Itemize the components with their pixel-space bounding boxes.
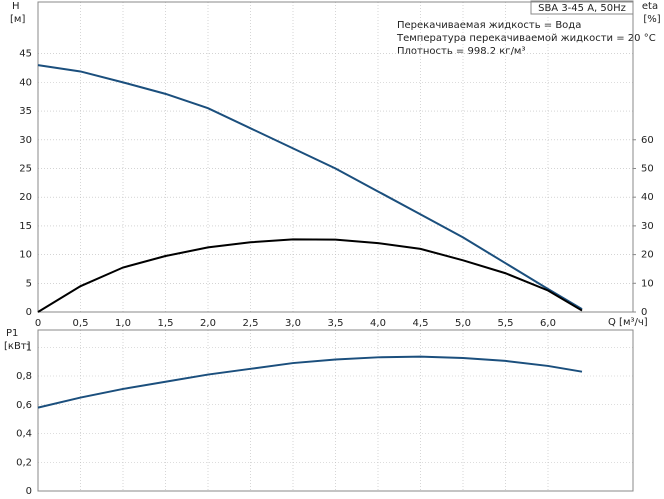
curve xyxy=(37,238,583,313)
annotation: Перекачиваемая жидкость = Вода xyxy=(397,20,581,31)
x-tick-label: 2,5 xyxy=(243,318,259,329)
y-tick-label: 10 xyxy=(19,250,32,261)
y-tick-label: 0 xyxy=(26,307,32,318)
x-tick-label: 3,5 xyxy=(328,318,344,329)
y2-unit: [%] xyxy=(643,14,660,25)
x-tick-label: 4,5 xyxy=(413,318,429,329)
plot-frame xyxy=(37,329,634,492)
x-tick-label: 0 xyxy=(35,318,41,329)
y-label: P1 xyxy=(6,328,18,339)
y2-tick-label: 40 xyxy=(641,192,654,203)
x-tick-label: 1,5 xyxy=(158,318,174,329)
y-tick-label: 0,6 xyxy=(16,400,32,411)
y-tick-label: 30 xyxy=(19,135,32,146)
y-tick-label: 45 xyxy=(19,49,32,60)
annotation: Плотность = 998.2 кг/м³ xyxy=(397,46,526,57)
y-tick-label: 35 xyxy=(19,106,32,117)
y2-tick-label: 0 xyxy=(641,307,647,318)
x-tick-label: 2,0 xyxy=(200,318,216,329)
x-tick-label: 4,0 xyxy=(370,318,386,329)
x-tick-label: 5,5 xyxy=(498,318,514,329)
y-tick-label: 1 xyxy=(26,342,32,353)
curve xyxy=(37,64,583,310)
y2-tick-label: 60 xyxy=(641,135,654,146)
y2-tick-label: 10 xyxy=(641,278,654,289)
y-label: H xyxy=(12,1,20,12)
x-tick-label: 0,5 xyxy=(73,318,89,329)
y-tick-label: 0,4 xyxy=(16,429,32,440)
y-tick-label: 25 xyxy=(19,163,32,174)
x-label: Q [м³/ч] xyxy=(608,317,648,328)
annotation: Температура перекачиваемой жидкости = 20… xyxy=(396,33,656,44)
x-tick-label: 3,0 xyxy=(285,318,301,329)
y-tick-label: 20 xyxy=(19,192,32,203)
y2-tick-label: 30 xyxy=(641,221,654,232)
curve xyxy=(37,355,583,409)
y-tick-label: 0,8 xyxy=(16,371,32,382)
y-unit: [кВт] xyxy=(4,341,31,352)
y-tick-label: 0,2 xyxy=(16,457,32,468)
plot-frame xyxy=(37,1,634,313)
x-tick-label: 1,0 xyxy=(115,318,131,329)
y-tick-label: 5 xyxy=(26,278,32,289)
y-unit: [м] xyxy=(10,14,25,25)
y2-tick-label: 20 xyxy=(641,250,654,261)
y-tick-label: 0 xyxy=(26,486,32,495)
y-tick-label: 40 xyxy=(19,77,32,88)
y-tick-label: 15 xyxy=(19,221,32,232)
y2-tick-label: 50 xyxy=(641,163,654,174)
y2-label: eta xyxy=(642,1,658,12)
x-tick-label: 5,0 xyxy=(455,318,471,329)
x-tick-label: 6,0 xyxy=(540,318,556,329)
chart-title: SBA 3-45 A, 50Hz xyxy=(538,3,626,14)
